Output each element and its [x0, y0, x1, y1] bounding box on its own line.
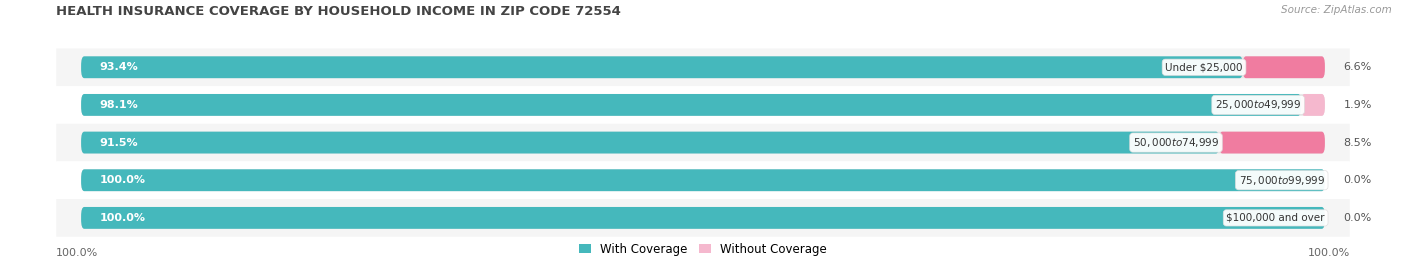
- Text: 8.5%: 8.5%: [1344, 137, 1372, 148]
- FancyBboxPatch shape: [82, 207, 1324, 229]
- Text: 100.0%: 100.0%: [100, 175, 146, 185]
- FancyBboxPatch shape: [56, 199, 1350, 237]
- Text: 91.5%: 91.5%: [100, 137, 138, 148]
- Text: 0.0%: 0.0%: [1344, 213, 1372, 223]
- FancyBboxPatch shape: [56, 86, 1350, 124]
- FancyBboxPatch shape: [56, 161, 1350, 199]
- FancyBboxPatch shape: [82, 56, 1324, 78]
- FancyBboxPatch shape: [1219, 132, 1324, 154]
- FancyBboxPatch shape: [82, 169, 1324, 191]
- FancyBboxPatch shape: [82, 132, 1219, 154]
- Text: Source: ZipAtlas.com: Source: ZipAtlas.com: [1281, 5, 1392, 15]
- FancyBboxPatch shape: [82, 94, 1302, 116]
- FancyBboxPatch shape: [56, 48, 1350, 86]
- FancyBboxPatch shape: [82, 94, 1324, 116]
- Text: 0.0%: 0.0%: [1344, 175, 1372, 185]
- Legend: With Coverage, Without Coverage: With Coverage, Without Coverage: [574, 238, 832, 260]
- FancyBboxPatch shape: [82, 207, 1324, 229]
- Text: $25,000 to $49,999: $25,000 to $49,999: [1215, 98, 1302, 111]
- Text: 100.0%: 100.0%: [56, 248, 98, 258]
- Text: Under $25,000: Under $25,000: [1166, 62, 1243, 72]
- FancyBboxPatch shape: [56, 124, 1350, 161]
- Text: 100.0%: 100.0%: [100, 213, 146, 223]
- FancyBboxPatch shape: [1302, 94, 1324, 116]
- FancyBboxPatch shape: [82, 169, 1324, 191]
- Text: 6.6%: 6.6%: [1344, 62, 1372, 72]
- Text: $50,000 to $74,999: $50,000 to $74,999: [1133, 136, 1219, 149]
- FancyBboxPatch shape: [82, 56, 1243, 78]
- Text: 100.0%: 100.0%: [1308, 248, 1350, 258]
- Text: 1.9%: 1.9%: [1344, 100, 1372, 110]
- FancyBboxPatch shape: [82, 132, 1324, 154]
- Text: 93.4%: 93.4%: [100, 62, 139, 72]
- Text: $100,000 and over: $100,000 and over: [1226, 213, 1324, 223]
- Text: $75,000 to $99,999: $75,000 to $99,999: [1239, 174, 1324, 187]
- FancyBboxPatch shape: [1243, 56, 1324, 78]
- Text: HEALTH INSURANCE COVERAGE BY HOUSEHOLD INCOME IN ZIP CODE 72554: HEALTH INSURANCE COVERAGE BY HOUSEHOLD I…: [56, 5, 621, 18]
- Text: 98.1%: 98.1%: [100, 100, 139, 110]
